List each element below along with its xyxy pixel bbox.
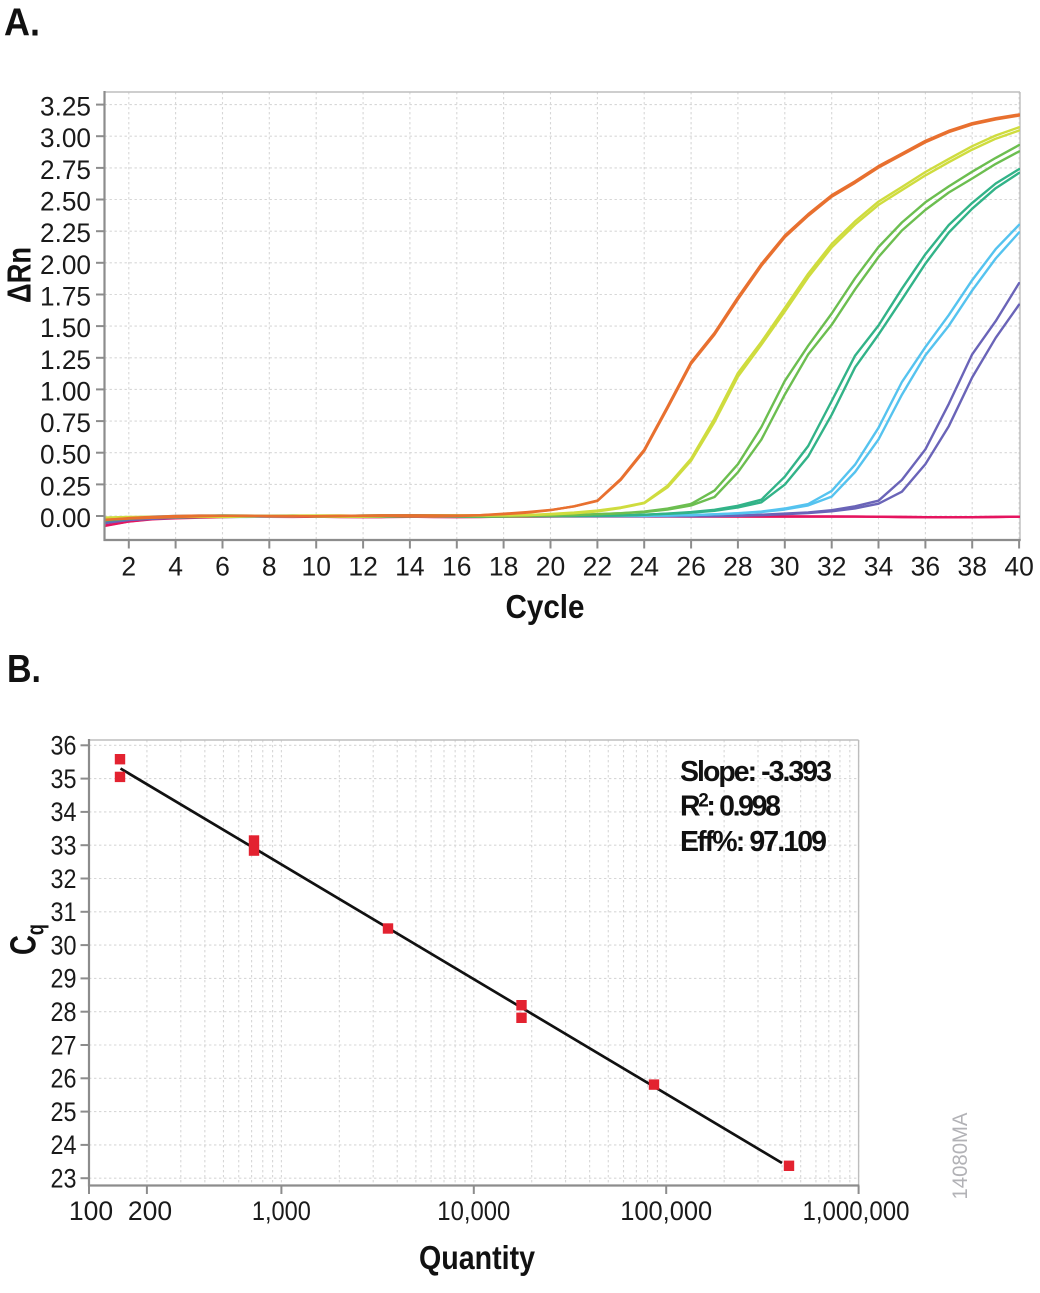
svg-text:36: 36 (911, 552, 940, 582)
svg-text:24: 24 (629, 552, 658, 582)
svg-text:30: 30 (51, 930, 77, 960)
svg-text:1,000,000: 1,000,000 (803, 1196, 910, 1226)
svg-text:6: 6 (215, 552, 230, 582)
svg-text:R2: 0.998: R2: 0.998 (680, 791, 781, 823)
svg-text:2.25: 2.25 (40, 218, 91, 248)
svg-text:1.75: 1.75 (40, 282, 91, 312)
svg-text:0.50: 0.50 (40, 440, 91, 470)
svg-text:2: 2 (121, 552, 136, 582)
svg-text:100: 100 (69, 1196, 113, 1226)
svg-text:A.: A. (4, 2, 40, 45)
svg-text:10,000: 10,000 (437, 1196, 510, 1226)
svg-text:32: 32 (817, 552, 846, 582)
svg-text:20: 20 (536, 552, 565, 582)
svg-text:2.75: 2.75 (40, 155, 91, 185)
svg-text:36: 36 (51, 731, 77, 761)
svg-text:10: 10 (301, 552, 330, 582)
svg-text:25: 25 (51, 1097, 77, 1127)
svg-text:28: 28 (723, 552, 752, 582)
svg-text:1.00: 1.00 (40, 376, 91, 406)
svg-text:Slope: -3.393: Slope: -3.393 (680, 756, 832, 788)
svg-text:22: 22 (583, 552, 612, 582)
svg-text:34: 34 (864, 552, 893, 582)
svg-text:12: 12 (348, 552, 377, 582)
svg-text:0.75: 0.75 (40, 408, 91, 438)
svg-text:200: 200 (128, 1196, 172, 1226)
svg-text:1.50: 1.50 (40, 313, 91, 343)
svg-text:26: 26 (676, 552, 705, 582)
svg-text:14080MA: 14080MA (948, 1112, 972, 1200)
svg-text:Eff%: 97.109: Eff%: 97.109 (680, 826, 827, 858)
svg-text:40: 40 (1004, 552, 1033, 582)
svg-text:Quantity: Quantity (419, 1239, 536, 1276)
svg-text:33: 33 (51, 831, 77, 861)
svg-text:ΔRn: ΔRn (1, 247, 38, 303)
svg-text:100,000: 100,000 (620, 1196, 712, 1226)
svg-text:34: 34 (51, 797, 77, 827)
svg-text:18: 18 (489, 552, 518, 582)
svg-text:3.00: 3.00 (40, 123, 91, 153)
svg-text:28: 28 (51, 997, 77, 1027)
svg-text:23: 23 (51, 1164, 77, 1194)
svg-text:B.: B. (7, 648, 41, 691)
svg-text:35: 35 (51, 764, 77, 794)
svg-text:1,000: 1,000 (252, 1196, 311, 1226)
svg-text:27: 27 (51, 1030, 77, 1060)
svg-text:30: 30 (770, 552, 799, 582)
svg-text:14: 14 (395, 552, 424, 582)
svg-text:2.00: 2.00 (40, 250, 91, 280)
svg-text:8: 8 (262, 552, 277, 582)
svg-text:Cycle: Cycle (506, 588, 585, 625)
svg-text:1.25: 1.25 (40, 345, 91, 375)
svg-text:3.25: 3.25 (40, 92, 91, 122)
svg-text:2.50: 2.50 (40, 187, 91, 217)
svg-text:38: 38 (957, 552, 986, 582)
svg-text:29: 29 (51, 964, 77, 994)
svg-text:16: 16 (442, 552, 471, 582)
svg-text:4: 4 (168, 552, 183, 582)
svg-text:0.00: 0.00 (40, 503, 91, 533)
svg-text:26: 26 (51, 1064, 77, 1094)
svg-text:32: 32 (51, 864, 77, 894)
svg-text:0.25: 0.25 (40, 471, 91, 501)
svg-text:24: 24 (51, 1130, 77, 1160)
svg-text:31: 31 (51, 897, 77, 927)
